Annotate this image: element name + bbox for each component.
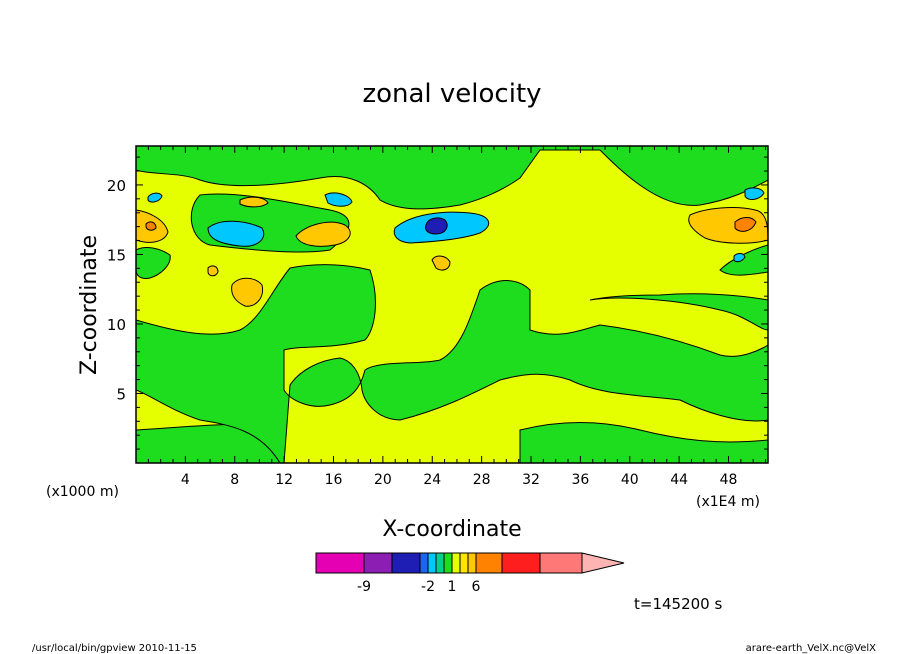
colorbar-segment	[315, 552, 365, 574]
orange-low	[231, 277, 264, 307]
mid-green-right	[589, 293, 768, 331]
colorbar-segment	[539, 552, 583, 574]
y-tick-label: 10	[107, 316, 126, 334]
colorbar-segment	[391, 552, 421, 574]
x-tick-label: 4	[181, 472, 190, 488]
colorbar-segment	[419, 552, 429, 574]
x-unit-label: (x1E4 m)	[696, 494, 760, 510]
time-label: t=145200 s	[634, 595, 722, 613]
x-tick-label: 20	[374, 472, 392, 488]
x-tick-label: 36	[571, 472, 589, 488]
chart-title: zonal velocity	[362, 79, 541, 109]
cyan-topleft	[147, 192, 163, 203]
bottom-right-green	[519, 422, 768, 463]
footer-right: arare-earth_VelX.nc@VelX	[746, 643, 877, 654]
plot-frame	[135, 145, 769, 464]
x-tick-label: 16	[325, 472, 343, 488]
colorbar-segment	[363, 552, 393, 574]
colorbar: -9 -2 1 6	[315, 552, 625, 595]
cyan-right2	[733, 253, 746, 263]
colorbar-segment	[475, 552, 503, 574]
x-tick-label: 32	[522, 472, 540, 488]
y-unit-label: (x1000 m)	[46, 484, 119, 500]
x-tick-label: 48	[720, 472, 738, 488]
colorbar-label: -2	[421, 579, 435, 595]
orange-core-left	[145, 221, 157, 231]
colorbar-segment	[451, 552, 461, 574]
orange-right	[688, 207, 768, 244]
cyan-top	[324, 192, 353, 207]
orange-small	[431, 255, 451, 271]
orange-core-right	[734, 217, 757, 232]
colorbar-extend-arrow	[581, 552, 625, 574]
y-axis-label: Z-coordinate	[77, 235, 102, 375]
y-tick-label: 5	[116, 385, 126, 403]
orange-top	[239, 196, 269, 208]
colorbar-segment	[427, 552, 437, 574]
upper-green-band	[136, 146, 768, 253]
x-axis-label: X-coordinate	[382, 517, 521, 542]
orange-center	[295, 221, 351, 247]
right-edge-green	[719, 244, 768, 276]
footer-left: /usr/local/bin/gpview 2010-11-15	[32, 643, 197, 654]
x-tick-label: 12	[275, 472, 293, 488]
x-tick-label: 44	[670, 472, 688, 488]
jet-minimum-region	[425, 217, 448, 235]
colorbar-segment	[435, 552, 445, 574]
left-edge-green	[136, 247, 171, 279]
plot-area	[135, 145, 769, 464]
colorbar-segment	[467, 552, 477, 574]
cyan-left	[207, 220, 265, 247]
x-tick-label: 40	[621, 472, 639, 488]
orange-tiny	[207, 265, 219, 277]
central-green-block	[136, 264, 768, 463]
y-tick-label: 15	[107, 246, 126, 264]
x-tick-label: 28	[473, 472, 491, 488]
axis-ticks	[136, 146, 768, 463]
cyan-right	[744, 187, 765, 201]
x-tick-label: 8	[230, 472, 239, 488]
colorbar-label: 1	[448, 579, 457, 595]
colorbar-segment	[501, 552, 541, 574]
y-tick-label: 20	[107, 177, 126, 195]
x-tick-label: 24	[423, 472, 441, 488]
colorbar-label: -9	[357, 579, 371, 595]
colorbar-segment	[459, 552, 469, 574]
colorbar-segment	[443, 552, 453, 574]
colorbar-label: 6	[472, 579, 481, 595]
